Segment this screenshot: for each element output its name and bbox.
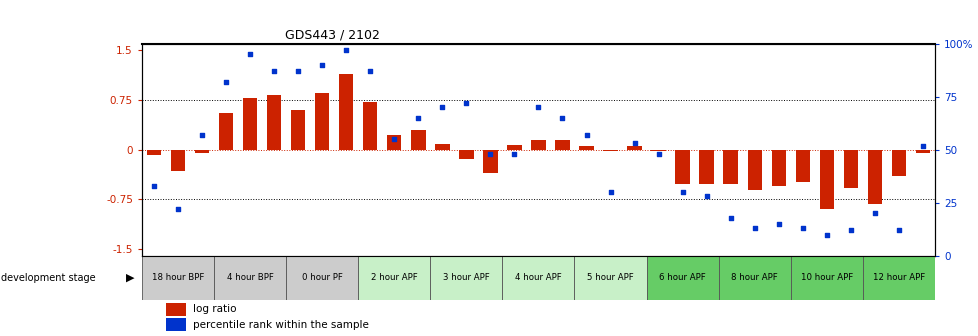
Point [170, 206, 186, 212]
Bar [579, 146, 593, 150]
Bar [286, 256, 358, 300]
Bar [267, 95, 281, 150]
Point [867, 211, 882, 216]
Bar [338, 74, 353, 150]
Point [290, 69, 306, 74]
Bar [165, 303, 186, 316]
Bar [363, 102, 378, 150]
Point [722, 215, 737, 220]
Point [194, 132, 209, 137]
Text: 10 hour APF: 10 hour APF [800, 273, 852, 282]
Text: 4 hour BPF: 4 hour BPF [227, 273, 273, 282]
Point [218, 79, 234, 85]
Point [386, 136, 402, 142]
Point [602, 190, 618, 195]
Point [242, 52, 257, 57]
Text: 6 hour APF: 6 hour APF [658, 273, 705, 282]
Point [626, 141, 642, 146]
Bar [358, 256, 430, 300]
Point [578, 132, 594, 137]
Bar [290, 110, 305, 150]
Bar [142, 256, 214, 300]
Bar [698, 150, 713, 184]
Text: 0 hour PF: 0 hour PF [301, 273, 342, 282]
Point [746, 225, 762, 231]
Point [146, 183, 161, 188]
Point [819, 232, 834, 237]
Bar [214, 256, 286, 300]
Bar [430, 256, 502, 300]
Text: ▶: ▶ [126, 273, 134, 283]
Bar [165, 319, 186, 331]
Bar [386, 135, 401, 150]
Text: 2 hour APF: 2 hour APF [371, 273, 418, 282]
Bar [219, 113, 233, 150]
Point [914, 143, 930, 148]
Text: log ratio: log ratio [194, 304, 237, 314]
Bar [502, 256, 574, 300]
Bar [843, 150, 857, 188]
Text: 8 hour APF: 8 hour APF [731, 273, 778, 282]
Bar [459, 150, 473, 159]
Text: 5 hour APF: 5 hour APF [587, 273, 634, 282]
Bar [507, 145, 521, 150]
Bar [574, 256, 645, 300]
Bar [531, 140, 545, 150]
Text: 4 hour APF: 4 hour APF [514, 273, 561, 282]
Bar [675, 150, 689, 184]
Bar [602, 150, 617, 151]
Bar [195, 150, 209, 153]
Bar [718, 256, 790, 300]
Point [314, 62, 330, 68]
Bar [914, 150, 929, 153]
Text: 12 hour APF: 12 hour APF [871, 273, 924, 282]
Point [458, 100, 473, 106]
Point [266, 69, 282, 74]
Text: development stage: development stage [1, 273, 96, 283]
Bar [723, 150, 737, 184]
Point [770, 221, 785, 227]
Point [890, 228, 906, 233]
Point [555, 115, 570, 121]
Bar [627, 146, 642, 150]
Text: GDS443 / 2102: GDS443 / 2102 [285, 28, 379, 41]
Bar [891, 150, 906, 176]
Bar [555, 140, 569, 150]
Bar [315, 93, 329, 150]
Bar [411, 130, 425, 150]
Point [506, 151, 521, 157]
Point [842, 228, 858, 233]
Point [650, 151, 666, 157]
Bar [170, 150, 185, 171]
Bar [434, 144, 449, 150]
Bar [790, 256, 862, 300]
Point [338, 47, 354, 53]
Point [794, 225, 810, 231]
Bar [645, 256, 718, 300]
Point [698, 194, 714, 199]
Bar [771, 150, 785, 186]
Point [674, 190, 689, 195]
Point [362, 69, 378, 74]
Text: 3 hour APF: 3 hour APF [442, 273, 489, 282]
Text: percentile rank within the sample: percentile rank within the sample [194, 320, 369, 330]
Point [482, 151, 498, 157]
Bar [483, 150, 497, 173]
Text: 18 hour BPF: 18 hour BPF [152, 273, 204, 282]
Bar [819, 150, 833, 209]
Bar [867, 150, 881, 204]
Bar [147, 150, 161, 155]
Point [434, 104, 450, 110]
Point [530, 104, 546, 110]
Bar [795, 150, 809, 181]
Bar [243, 98, 257, 150]
Point [410, 115, 425, 121]
Bar [747, 150, 761, 190]
Bar [650, 150, 665, 151]
Bar [862, 256, 934, 300]
